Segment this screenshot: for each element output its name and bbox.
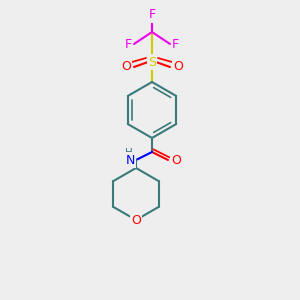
Text: S: S (148, 56, 156, 68)
Text: O: O (121, 61, 131, 74)
Text: F: F (148, 8, 156, 22)
Text: F: F (172, 38, 179, 50)
Text: O: O (131, 214, 141, 226)
Text: F: F (125, 38, 132, 50)
Text: O: O (173, 61, 183, 74)
Text: H: H (125, 148, 133, 158)
Text: N: N (126, 154, 135, 166)
Text: O: O (171, 154, 181, 166)
